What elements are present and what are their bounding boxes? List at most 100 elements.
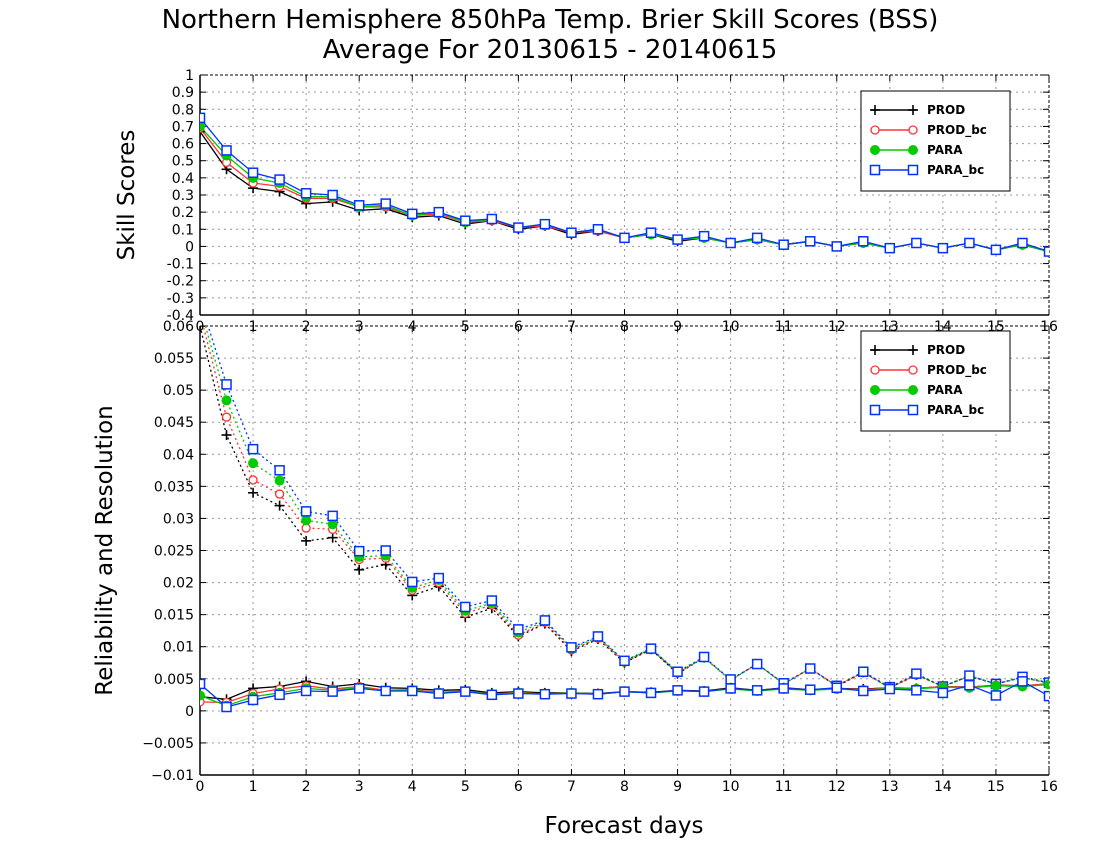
panel1-x-tick-label: 13 (881, 779, 899, 795)
panel1-reliability-point-PARA_bc-shape (247, 694, 259, 706)
x-axis-title: Forecast days (545, 813, 704, 839)
panel0-legend-label-PROD: PROD (927, 103, 965, 117)
panel1-resolution-point-PARA_bc-shape (858, 666, 869, 677)
panel1-reliability-point-PARA-shape (200, 690, 205, 701)
panel0-series-point-PARA_bc-shape (486, 213, 498, 225)
panel0-legend-marker-PARA (870, 145, 880, 155)
panel1-reliability-point-PARA_bc-shape (858, 685, 869, 697)
panel1-legend-marker-PARA_bc (869, 404, 881, 416)
panel1-x-tick-label: 16 (1040, 779, 1058, 795)
panel1-reliability-point-PARA_bc-shape (911, 685, 922, 696)
panel0-legend-marker-PARA_bc (907, 164, 919, 176)
panel1-resolution-point-PARA_bc-shape (751, 658, 763, 670)
panel1-resolution-point-PARA_bc-shape (327, 510, 338, 522)
panel1-y-tick-label: 0.01 (163, 640, 194, 656)
panel0-series-point-PARA_bc-shape (274, 174, 285, 185)
panel0-y-tick-label: -0.3 (167, 291, 194, 307)
panel0-legend-marker-PROD_bc-shape (908, 125, 918, 135)
panel1-resolution-point-PARA_bc-shape (698, 651, 710, 663)
panel0-series-point-PARA_bc-shape (1017, 237, 1028, 249)
panel1-reliability-point-PARA_bc-shape (200, 678, 206, 690)
panel1-reliability-point-PARA_bc-shape (751, 685, 763, 696)
panel0-legend-marker-PARA (908, 145, 918, 155)
panel0-series-point-PARA_bc-shape (911, 237, 922, 249)
panel0-legend-marker-PROD_bc (908, 125, 918, 135)
panel0-series-point-PARA_bc-shape (513, 222, 524, 233)
panel0-y-tick-label: 1 (185, 68, 194, 84)
panel1-reliability-point-PARA_bc-shape (884, 683, 896, 695)
panel0-legend-marker-PARA-shape (870, 145, 880, 155)
panel1-resolution-point-PARA_bc-shape (407, 576, 418, 588)
panel1-resolution-point-PARA_bc-shape (380, 545, 391, 556)
panel1-resolution-point-PARA_bc-shape (911, 668, 922, 679)
panel1-y-tick-label: 0.03 (163, 511, 194, 527)
panel1-x-tick-label: 2 (302, 779, 311, 795)
panel0-series-point-PARA_bc-shape (460, 215, 471, 226)
panel1-reliability-point-PARA-shape (990, 680, 1001, 691)
panel1-x-tick-label: 1 (249, 779, 258, 795)
panel1-x-tick-label: 11 (775, 779, 793, 795)
panel1-reliability-point-PARA_bc-shape (407, 685, 418, 697)
panel0-legend-marker-PARA_bc-shape (869, 164, 881, 176)
panel0-y-tick-label: 0.2 (172, 205, 194, 221)
panel0-series-point-PARA_bc-shape (1043, 246, 1049, 257)
panel1-legend-marker-PROD_bc (870, 365, 880, 375)
panel1-y-tick-label: 0.045 (154, 415, 194, 431)
panel1-legend-marker-PROD_bc (908, 365, 918, 375)
panel1-reliability-point-PARA_bc-shape (539, 688, 551, 700)
panel1-resolution-point-PARA_bc-shape (433, 572, 445, 584)
panel0-series-point-PARA_bc-shape (247, 167, 259, 178)
panel1-x-tick-label: 4 (408, 779, 417, 795)
panel0-y-tick-label: -0.1 (167, 257, 194, 273)
panel0-series-point-PARA_bc-shape (884, 242, 896, 254)
panel1-resolution-point-PARA_bc-shape (247, 443, 259, 455)
panel1-legend-label-PROD: PROD (927, 343, 965, 357)
panel1-reliability-point-PARA_bc-shape (460, 686, 471, 697)
panel1-x-tick-label: 12 (828, 779, 846, 795)
panel1-resolution-point-PARA-shape (301, 515, 312, 526)
panel0-y-tick-label: 0.5 (172, 154, 194, 170)
panel0-series-point-PARA_bc-shape (407, 208, 418, 220)
panel0-series-point-PARA_bc-shape (433, 206, 445, 218)
panel1-legend-marker-PROD (870, 345, 880, 355)
panel0-y-tick-label: 0 (185, 239, 194, 255)
panel1-y-tick-label: 0.06 (163, 319, 194, 335)
panel1-legend-label-PARA_bc: PARA_bc (927, 403, 984, 418)
panel1-y-tick-label: 0.015 (154, 608, 194, 624)
panel1-reliability-point-PARA_bc-shape (937, 687, 949, 699)
panel1-reliability-point-PARA_bc-shape (672, 685, 683, 696)
panel1-reliability-point-PARA_bc-shape (353, 683, 365, 694)
panel0-legend-box (860, 90, 1011, 192)
panel0-series-point-PARA_bc-shape (990, 244, 1002, 256)
chart-title: Northern Hemisphere 850hPa Temp. Brier S… (161, 5, 939, 35)
panel0-legend-marker-PARA_bc (869, 164, 881, 176)
panel1-reliability-point-PARA_bc-shape (300, 685, 312, 697)
panel1-resolution-point-PARA-shape (274, 475, 285, 486)
panel1-legend-marker-PARA-shape (870, 385, 880, 395)
panel1-reliability-point-PARA_bc-shape (725, 683, 736, 694)
panel1-reliability-point-PARA_bc-shape (964, 679, 975, 691)
panel0-series-point-PARA_bc-shape (698, 230, 710, 242)
panel1-resolution-point-PROD_bc-shape (274, 489, 285, 499)
panel1-resolution-line-PROD (200, 326, 1049, 689)
panel1-reliability-point-PARA_bc-shape (831, 682, 842, 694)
panel1-resolution-point-PARA_bc-shape (619, 655, 630, 667)
panel1-legend-box (860, 330, 1011, 432)
panel0-series-point-PARA_bc-shape (964, 237, 975, 249)
panel1-resolution-point-PARA_bc-shape (274, 465, 285, 476)
panel0-y-tick-label: 0.7 (172, 119, 194, 135)
panel0-legend-marker-PROD_bc (870, 125, 880, 135)
panel0-legend-marker-PROD (870, 105, 880, 115)
panel0-y-tick-label: 0.6 (172, 137, 194, 153)
panel1-y-tick-label: 0.05 (163, 383, 194, 399)
panel0-legend-label-PROD_bc: PROD_bc (927, 123, 987, 138)
panel1-reliability-point-PARA_bc-shape (645, 687, 657, 699)
panel0-series-point-PARA_bc-shape (751, 232, 763, 244)
panel1-reliability-point-PARA_bc-shape (592, 688, 604, 700)
panel1-reliability-point-PARA_bc-shape (486, 689, 498, 701)
panel1-x-tick-label: 5 (461, 779, 470, 795)
panel1-x-tick-label: 8 (620, 779, 629, 795)
panel0-y-tick-label: 0.4 (172, 171, 194, 187)
panel1-reliability-point-PARA_bc-shape (274, 689, 285, 701)
